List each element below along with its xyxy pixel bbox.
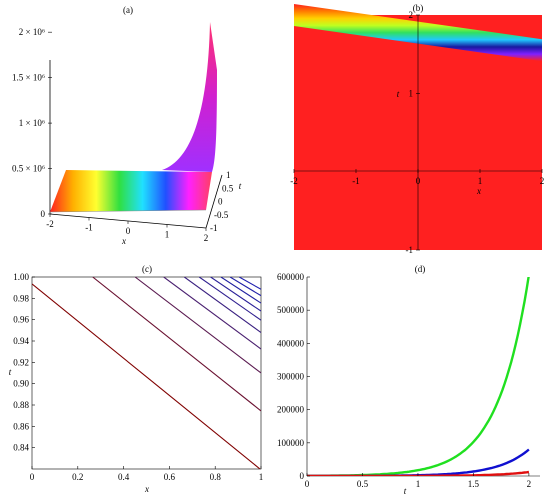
c-contour-line (198, 277, 261, 321)
a-x-tick-label: 1 (165, 230, 170, 240)
a-surface-front-edge (49, 209, 207, 213)
d-x-tick-label: 1 (416, 479, 421, 489)
panel-b-density-plot: -2 -1 0 1 2 2 1 -1 x t (290, 4, 544, 255)
a-surface-rise (162, 22, 217, 172)
b-x-tick-label: 0 (416, 176, 421, 186)
c-y-tick-label: 0.94 (13, 336, 29, 346)
c-tlabel: t (9, 367, 12, 377)
d-x-tick-label: 1.5 (468, 479, 480, 489)
b-y-tick-label: -1 (406, 245, 414, 255)
d-y-tick-label: 400000 (277, 338, 305, 348)
d-y-tick-label: 500000 (277, 305, 305, 315)
a-t-tick-label: -0.5 (214, 210, 229, 220)
c-x-tick-label: 0.4 (118, 472, 130, 482)
d-series-line (307, 277, 530, 476)
a-xlabel: x (121, 236, 126, 246)
d-y-tick-label: 600000 (277, 272, 305, 282)
c-xlabel: x (144, 484, 149, 494)
c-contour-line (210, 277, 261, 312)
c-y-tick-label: 0.88 (13, 400, 29, 410)
panel-label-d: (d) (415, 264, 426, 274)
d-series-line (307, 448, 530, 476)
b-y-tick-label: 2 (409, 10, 414, 20)
a-z-tick-label: 1.5 × 10⁶ (12, 73, 45, 83)
d-x-tick-label: 2 (527, 479, 532, 489)
a-x-tick-label: -1 (85, 223, 93, 233)
c-contour-line (134, 277, 261, 374)
a-t-tick-label: 0 (218, 197, 223, 207)
a-x-tick-label: 2 (204, 233, 209, 243)
c-x-tick-label: 0.8 (210, 472, 222, 482)
c-y-tick-label: 0.90 (13, 379, 29, 389)
b-x-tick-label: -1 (352, 176, 360, 186)
b-y-tick-label: 1 (409, 88, 414, 98)
b-x-tick-label: 2 (540, 176, 545, 186)
a-tlabel: t (239, 181, 242, 191)
panel-a-surface-plot: 0 0.5 × 10⁶ 1 × 10⁶ 1.5 × 10⁶ 2 × 10⁶ -2 -1 0 1… (12, 22, 242, 246)
b-tlabel: t (397, 89, 400, 99)
a-z-tick-label: 2 × 10⁶ (19, 27, 45, 37)
c-x-tick-label: 0 (30, 472, 35, 482)
d-y-tick-label: 100000 (277, 438, 305, 448)
d-x-tick-label: 0 (305, 479, 310, 489)
a-x-tick-label: 0 (126, 226, 131, 236)
c-y-tick-label: 0.92 (13, 357, 29, 367)
a-surface-floor (50, 170, 212, 212)
a-t-tick-label: 0.5 (222, 183, 234, 193)
panel-label-b: (b) (413, 3, 424, 13)
c-y-tick-label: 0.86 (13, 421, 29, 431)
a-t-tick-label: -1 (210, 223, 218, 233)
a-z-tick-label: 1 × 10⁶ (19, 118, 45, 128)
c-contour-line (229, 277, 261, 297)
panel-label-a: (a) (123, 5, 133, 15)
c-contour-line (183, 277, 261, 333)
c-y-tick-label: 0.98 (13, 293, 29, 303)
panel-label-c: (c) (142, 264, 152, 274)
d-y-tick-label: 200000 (277, 405, 305, 415)
a-x-tick-label: -2 (46, 219, 54, 229)
d-y-tick-label: 300000 (277, 372, 305, 382)
a-t-axis (205, 174, 223, 229)
c-x-tick-label: 0.6 (164, 472, 176, 482)
b-x-tick-label: -2 (290, 176, 298, 186)
panel-d-line-plot: 0 0.5 1 1.5 2 0 100000 200000 300000 400000 50000… (277, 272, 540, 496)
c-contour-line (220, 277, 261, 304)
c-y-tick-label: 0.96 (13, 315, 29, 325)
panel-c-contour-plot: 0 0.2 0.4 0.6 0.8 1 1.00 0.98 0.96 0.94 0.92 0.90 0… (9, 272, 264, 494)
c-x-tick-label: 1 (259, 472, 264, 482)
c-plot-frame (31, 276, 262, 470)
c-y-tick-label: 0.84 (13, 443, 29, 453)
c-contour-line (32, 283, 261, 469)
b-xlabel: x (476, 186, 481, 196)
d-xlabel: t (404, 486, 407, 496)
d-y-tick-label: 0 (300, 471, 305, 481)
c-y-tick-label: 1.00 (13, 272, 29, 282)
d-x-tick-label: 0.5 (357, 479, 369, 489)
c-x-tick-label: 0.2 (72, 472, 83, 482)
c-contour-line (92, 277, 261, 412)
c-contour-line (238, 277, 261, 290)
b-x-tick-label: 1 (478, 176, 483, 186)
a-z-tick-label: 0.5 × 10⁶ (12, 164, 45, 174)
a-t-tick-label: 1 (226, 170, 231, 180)
c-contour-line (163, 277, 261, 350)
a-z-tick-label: 0 (41, 209, 46, 219)
